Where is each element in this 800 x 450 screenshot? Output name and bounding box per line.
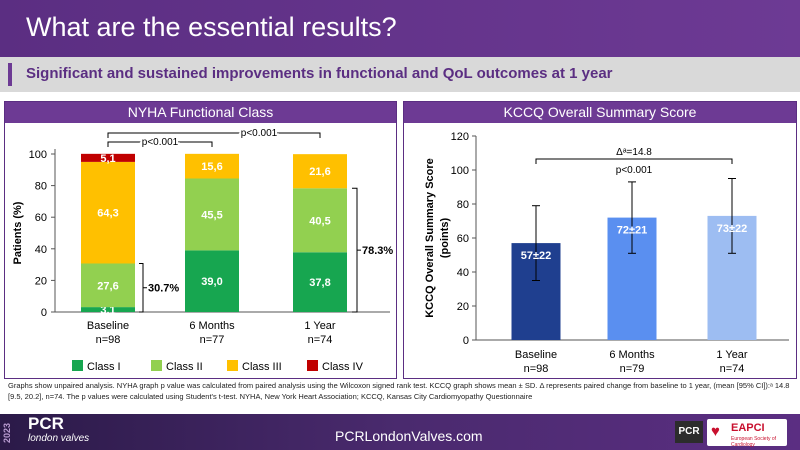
nyha-p-label: p<0.001 [241,128,278,139]
nyha-bar-segment [81,161,135,264]
kccq-n-label: n=74 [720,363,745,375]
kccq-category-label: Baseline [515,349,557,361]
nyha-bar-segment [185,250,239,312]
kccq-chart: 0 20 40 60 80 100 120 KCCQ Overall Summary Scor… [424,131,789,375]
nyha-baseline-percent: 30.7% [148,283,179,295]
eapci-text: EAPCI [731,422,765,434]
kccq-bracket [535,158,733,164]
nyha-n-label: n=77 [200,334,225,346]
nyha-y-axis-label: Patients (%) [12,201,24,264]
kccq-data-label: 57±22 [521,250,552,262]
nyha-bar-segment [185,178,239,251]
kccq-y-tick-label: 20 [457,301,469,313]
nyha-data-label: 5,1 [100,153,115,165]
kccq-y-axis-label: KCCQ Overall Summary Score [424,158,436,318]
nyha-bar-segment [293,252,347,312]
nyha-legend-label: Class I [87,361,121,373]
eapci-logo: ♥ EAPCI European Society of Cardiology [707,419,787,448]
nyha-category-label: 1 Year [304,320,336,332]
year-label: 2023 [2,422,12,444]
eapci-tagline: European Society of Cardiology [731,436,777,448]
nyha-brace [352,187,358,313]
nyha-bar-segment [81,263,135,308]
nyha-bar-segment [81,307,135,312]
nyha-y-tick-label: 80 [35,181,47,193]
nyha-y-tick-label: 0 [41,307,47,319]
nyha-bar-segment [81,153,135,162]
nyha-bar-segment [293,154,347,189]
kccq-category-label: 6 Months [609,349,655,361]
nyha-y-tick-label: 20 [35,275,47,287]
nyha-p-bracket [107,132,321,138]
nyha-legend-label: Class IV [322,361,364,373]
kccq-n-label: n=98 [524,363,549,375]
website-link[interactable]: PCRLondonValves.com [335,428,483,444]
nyha-legend-label: Class III [242,361,282,373]
nyha-y-tick-label: 100 [29,149,47,161]
nyha-data-label: 3,1 [100,305,115,317]
nyha-bar-segment [185,153,239,179]
nyha-data-label: 21,6 [309,166,330,178]
nyha-data-label: 64,3 [97,208,118,220]
footer-bar [0,414,800,450]
nyha-oneyear-percent: 78.3% [362,245,393,257]
nyha-data-label: 39,0 [201,276,222,288]
kccq-y-tick-label: 0 [463,335,469,347]
page-title: What are the essential results? [26,12,397,42]
kccq-p-label: p<0.001 [616,165,653,176]
kccq-y-tick-label: 40 [457,267,469,279]
kccq-y-tick-label: 60 [457,233,469,245]
nyha-brace [139,262,144,313]
subtitle-text: Significant and sustained improvements i… [26,65,613,82]
nyha-y-tick-label: 40 [35,244,47,256]
kccq-delta-label: Δᵃ=14.8 [616,147,652,158]
nyha-legend-swatch [227,360,238,371]
footnote: Graphs show unpaired analysis. NYHA grap… [8,381,790,401]
pcr-logo-subtitle: london valves [28,433,90,444]
kccq-panel: KCCQ Overall Summary Score 0 20 40 60 80 100 1… [403,101,797,379]
nyha-legend-label: Class II [166,361,203,373]
nyha-n-label: n=74 [308,334,333,346]
nyha-data-label: 37,8 [309,277,330,289]
heart-icon: ♥ [711,423,720,440]
kccq-y-tick-label: 120 [451,131,469,143]
kccq-title: KCCQ Overall Summary Score [404,102,796,123]
nyha-category-label: 6 Months [189,320,235,332]
nyha-panel: NYHA Functional Class 0 20 40 60 80 100 Patien… [4,101,397,379]
nyha-legend-swatch [151,360,162,371]
nyha-data-label: 27,6 [97,280,118,292]
kccq-y-axis-label-units: (points) [439,218,451,259]
nyha-p-label: p<0.001 [142,137,179,148]
nyha-title: NYHA Functional Class [5,102,396,123]
kccq-category-label: 1 Year [716,349,748,361]
header-bar: What are the essential results? [0,0,800,57]
kccq-n-label: n=79 [620,363,645,375]
subtitle-bar: Significant and sustained improvements i… [0,57,800,92]
nyha-y-tick-label: 60 [35,212,47,224]
nyha-bar-segment [293,188,347,253]
subtitle-accent [8,63,12,86]
nyha-p-bracket [107,141,213,147]
nyha-data-label: 45,5 [201,209,222,221]
nyha-legend-swatch [307,360,318,371]
pcr-logo: PCR [28,414,64,433]
nyha-chart: 0 20 40 60 80 100 Patients (%) 3,1 27,6 64,3 5,1 Ba… [12,126,393,373]
nyha-legend-swatch [72,360,83,371]
kccq-y-tick-label: 100 [451,165,469,177]
kccq-data-label: 72±21 [617,225,648,237]
pcr-badge: PCR [675,421,703,443]
nyha-data-label: 40,5 [309,215,330,227]
nyha-n-label: n=98 [96,334,121,346]
kccq-y-tick-label: 80 [457,199,469,211]
nyha-data-label: 15,6 [201,161,222,173]
kccq-data-label: 73±22 [717,223,748,235]
nyha-category-label: Baseline [87,320,129,332]
